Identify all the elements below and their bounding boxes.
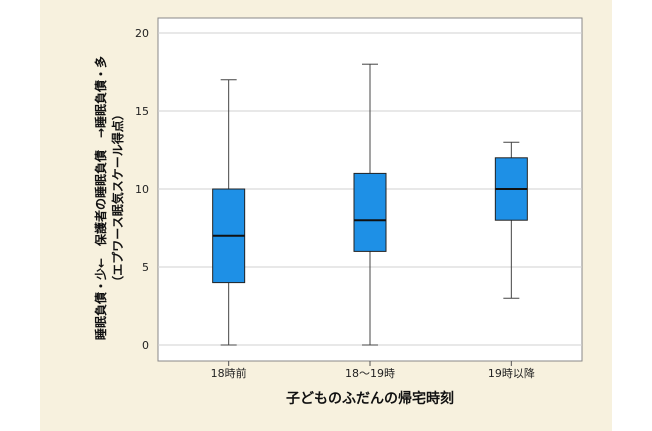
x-tick-label: 19時以降 bbox=[488, 366, 535, 380]
y-axis-ticks: 0 5 10 15 20 bbox=[135, 27, 149, 352]
box-3 bbox=[494, 141, 528, 299]
x-axis-ticks: 18時前 18〜19時 19時以降 bbox=[211, 361, 535, 380]
x-tick-label: 18〜19時 bbox=[345, 367, 395, 380]
box-2 bbox=[353, 63, 387, 346]
y-tick-label: 0 bbox=[142, 339, 149, 352]
y-axis-label-line-1: 睡眠負債・少← 保護者の睡眠負債 →睡眠負債・多 bbox=[93, 56, 108, 340]
y-axis-label-line-2: （エプワース眠気スケール得点） bbox=[110, 108, 125, 287]
y-axis-label: 睡眠負債・少← 保護者の睡眠負債 →睡眠負債・多 （エプワース眠気スケール得点） bbox=[93, 56, 125, 340]
x-axis-label: 子どものふだんの帰宅時刻 bbox=[286, 390, 454, 407]
box-1 bbox=[212, 79, 246, 346]
y-tick-label: 5 bbox=[142, 261, 149, 274]
y-tick-label: 15 bbox=[135, 105, 149, 118]
y-tick-label: 20 bbox=[135, 27, 149, 40]
x-tick-label: 18時前 bbox=[211, 366, 247, 380]
y-tick-label: 10 bbox=[135, 183, 149, 196]
box-series bbox=[212, 63, 528, 346]
iqr-box bbox=[353, 172, 387, 252]
